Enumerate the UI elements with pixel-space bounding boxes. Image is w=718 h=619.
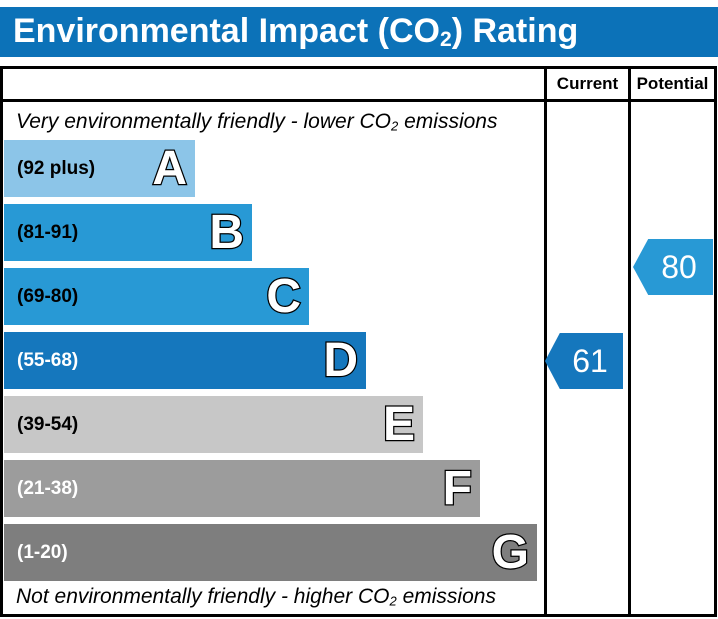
header-divider <box>3 99 714 102</box>
band-range-label: (39-54) <box>17 413 79 435</box>
band-range-label: (55-68) <box>17 349 79 371</box>
band-letter: B <box>208 205 245 261</box>
band-range-label: (1-20) <box>17 541 68 563</box>
band-row-e: (39-54) E <box>4 396 423 453</box>
band-letter: F <box>441 461 473 517</box>
band-range-label: (21-38) <box>17 477 79 499</box>
potential-column-header: Potential <box>636 74 709 93</box>
column-divider-current <box>544 69 547 614</box>
band-letter: C <box>265 269 302 325</box>
potential-rating-value: 80 <box>661 248 697 285</box>
page-title-text: Environmental Impact (CO2) Rating <box>13 12 579 51</box>
co2-subscript: 2 <box>389 593 397 609</box>
band-letter: G <box>490 525 530 581</box>
band-row-b: (81-91) B <box>4 204 252 261</box>
column-divider-potential <box>628 69 631 614</box>
bottom-note: Not environmentally friendly - higher CO… <box>16 585 496 609</box>
rating-table: Current Potential Very environmentally f… <box>0 66 717 617</box>
page-title: Environmental Impact (CO2) Rating <box>0 7 718 57</box>
top-note: Very environmentally friendly - lower CO… <box>16 110 498 134</box>
band-range-label: (81-91) <box>17 221 79 243</box>
current-rating-arrow: 61 <box>545 333 623 389</box>
band-letter: E <box>382 397 417 453</box>
band-row-a: (92 plus) A <box>4 140 195 197</box>
current-column-header: Current <box>556 74 619 93</box>
potential-rating-arrow: 80 <box>633 239 713 295</box>
band-letter: A <box>151 141 188 197</box>
band-row-c: (69-80) C <box>4 268 309 325</box>
co2-subscript: 2 <box>439 27 452 51</box>
band-range-label: (69-80) <box>17 285 79 307</box>
band-row-d: (55-68) D <box>4 332 366 389</box>
current-rating-value: 61 <box>572 342 608 379</box>
band-row-f: (21-38) F <box>4 460 480 517</box>
co2-subscript: 2 <box>391 118 399 134</box>
band-range-label: (92 plus) <box>17 157 96 179</box>
band-letter: D <box>322 333 359 389</box>
band-row-g: (1-20) G <box>4 524 537 581</box>
